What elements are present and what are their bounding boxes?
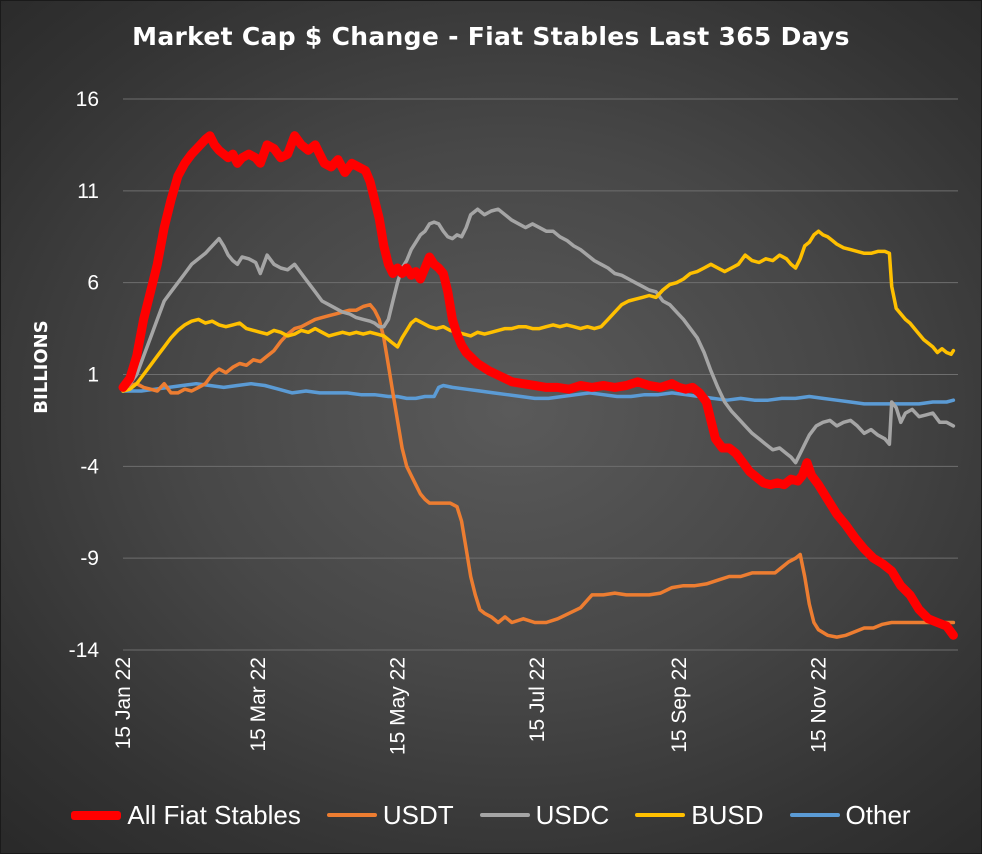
y-tick-label: 1 [87,364,99,387]
legend-item: USDT [326,799,454,831]
legend-swatch [789,813,840,817]
y-tick-label: 11 [77,180,99,203]
legend: All Fiat Stables USDT USDC BUSD Other [0,795,982,835]
legend-swatch [326,813,377,817]
x-tick-label: 15 Mar 22 [247,657,270,752]
legend-label: All Fiat Stables [127,799,301,830]
legend-label: USDC [535,799,610,830]
legend-item: All Fiat Stables [71,799,301,831]
y-tick-label: 16 [76,88,99,111]
x-tick-label: 15 Jul 22 [526,657,549,742]
x-tick-label: 15 Nov 22 [807,657,830,753]
legend-label: USDT [382,799,454,830]
legend-item: USDC [479,799,610,831]
series-line-other [121,381,956,406]
x-tick-label: 15 May 22 [387,657,410,755]
y-tick-label: -14 [69,639,100,662]
series-line-busd [121,229,956,393]
legend-item: Other [789,799,911,831]
legend-swatch [71,810,122,820]
legend-swatch [635,813,686,817]
legend-item: BUSD [635,799,764,831]
series-line-usdt [121,302,956,639]
legend-label: BUSD [691,799,764,830]
legend-swatch [479,813,530,817]
x-tick-label: 15 Jan 22 [112,657,135,749]
y-tick-label: -4 [80,455,99,478]
series-line-usdc [121,207,956,465]
chart-title: Market Cap $ Change - Fiat Stables Last … [132,22,850,51]
series-line-all-fiat-stables [118,131,958,640]
legend-label: Other [845,799,911,830]
x-tick-label: 15 Sep 22 [668,657,691,753]
y-axis-label: BILLIONS [31,320,52,413]
y-tick-label: 6 [87,272,99,295]
y-tick-label: -9 [80,547,99,570]
